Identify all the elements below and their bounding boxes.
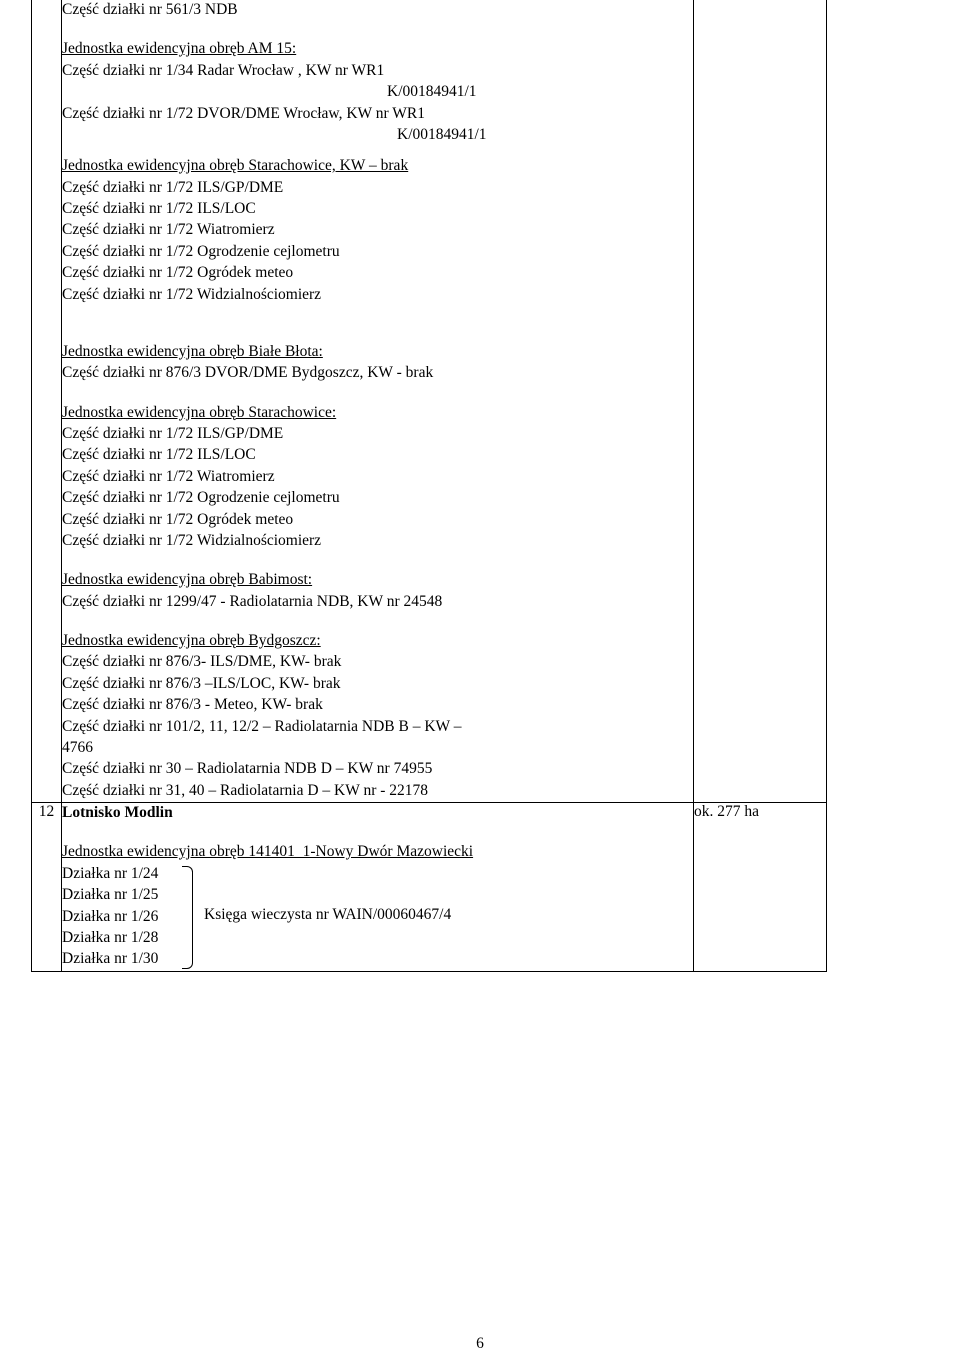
table-row: Część działki nr 561/3 NDB Jednostka ewid… bbox=[32, 0, 827, 803]
text-line: Jednostka ewidencyjna obręb Starachowice… bbox=[62, 403, 693, 422]
text-line: Część działki nr 101/2, 11, 12/2 – Radio… bbox=[62, 717, 693, 736]
brace-label: Księga wieczysta nr WAIN/00060467/4 bbox=[204, 906, 451, 924]
row-content: Lotnisko Modlin Jednostka ewidencyjna ob… bbox=[62, 803, 694, 972]
text-line: Jednostka ewidencyjna obręb Babimost: bbox=[62, 570, 693, 589]
text-line: Jednostka ewidencyjna obręb AM 15: bbox=[62, 39, 693, 58]
row-right: ok. 277 ha bbox=[694, 803, 827, 972]
page-number: 6 bbox=[0, 1335, 960, 1353]
text-line: Część działki nr 876/3- ILS/DME, KW- bra… bbox=[62, 652, 693, 671]
parcel-line: Działka nr 1/30 bbox=[62, 949, 693, 968]
text-line: Część działki nr 561/3 NDB bbox=[62, 0, 693, 19]
row-content: Część działki nr 561/3 NDB Jednostka ewid… bbox=[62, 0, 694, 803]
row-index: 12 bbox=[32, 803, 62, 972]
text-line: Część działki nr 31, 40 – Radiolatarnia … bbox=[62, 781, 693, 800]
text-line: 4766 bbox=[62, 738, 693, 757]
text-line: Część działki nr 1/72 Ogródek meteo bbox=[62, 510, 693, 529]
parcel-line: Działka nr 1/24 bbox=[62, 864, 693, 883]
text-line: Część działki nr 876/3 –ILS/LOC, KW- bra… bbox=[62, 674, 693, 693]
text-line: Część działki nr 1/72 ILS/GP/DME bbox=[62, 424, 693, 443]
text-line: Jednostka ewidencyjna obręb Starachowice… bbox=[62, 156, 693, 175]
unit-heading: Jednostka ewidencyjna obręb 141401_1-Now… bbox=[62, 842, 693, 861]
text-line: Część działki nr 1/72 ILS/LOC bbox=[62, 199, 693, 218]
parcel-line: Działka nr 1/25 bbox=[62, 885, 693, 904]
curly-brace-icon bbox=[182, 866, 193, 969]
text-line: Jednostka ewidencyjna obręb Bydgoszcz: bbox=[62, 631, 693, 650]
text-line: Część działki nr 1/72 Ogrodzenie cejlome… bbox=[62, 488, 693, 507]
text-line: Część działki nr 1/72 Ogródek meteo bbox=[62, 263, 693, 282]
text-line: Część działki nr 1/72 Widzialnościomierz bbox=[62, 531, 693, 550]
text-line: Część działki nr 1299/47 - Radiolatarnia… bbox=[62, 592, 693, 611]
text-line: Część działki nr 876/3 DVOR/DME Bydgoszc… bbox=[62, 363, 693, 382]
text-line: Jednostka ewidencyjna obręb Białe Błota: bbox=[62, 342, 693, 361]
text-line: Część działki nr 1/72 Wiatromierz bbox=[62, 467, 693, 486]
text-line: Część działki nr 1/34 Radar Wrocław , KW… bbox=[62, 61, 693, 80]
text-line: Część działki nr 1/72 Wiatromierz bbox=[62, 220, 693, 239]
text-line: Część działki nr 1/72 ILS/GP/DME bbox=[62, 178, 693, 197]
text-line: Część działki nr 876/3 - Meteo, KW- brak bbox=[62, 695, 693, 714]
text-line: Część działki nr 1/72 Widzialnościomierz bbox=[62, 285, 693, 304]
text-line: Część działki nr 1/72 Ogrodzenie cejlome… bbox=[62, 242, 693, 261]
text-line: Część działki nr 30 – Radiolatarnia NDB … bbox=[62, 759, 693, 778]
text-line: Część działki nr 1/72 ILS/LOC bbox=[62, 445, 693, 464]
row-right bbox=[694, 0, 827, 803]
text-line: Część działki nr 1/72 DVOR/DME Wrocław, … bbox=[62, 104, 693, 123]
row-index bbox=[32, 0, 62, 803]
text-line: K/00184941/1 bbox=[62, 82, 693, 101]
section-title: Lotnisko Modlin bbox=[62, 803, 693, 822]
table-row: 12 Lotnisko Modlin Jednostka ewidencyjna… bbox=[32, 803, 827, 972]
text-line: K/00184941/1 bbox=[62, 125, 693, 144]
parcel-line: Działka nr 1/28 bbox=[62, 928, 693, 947]
